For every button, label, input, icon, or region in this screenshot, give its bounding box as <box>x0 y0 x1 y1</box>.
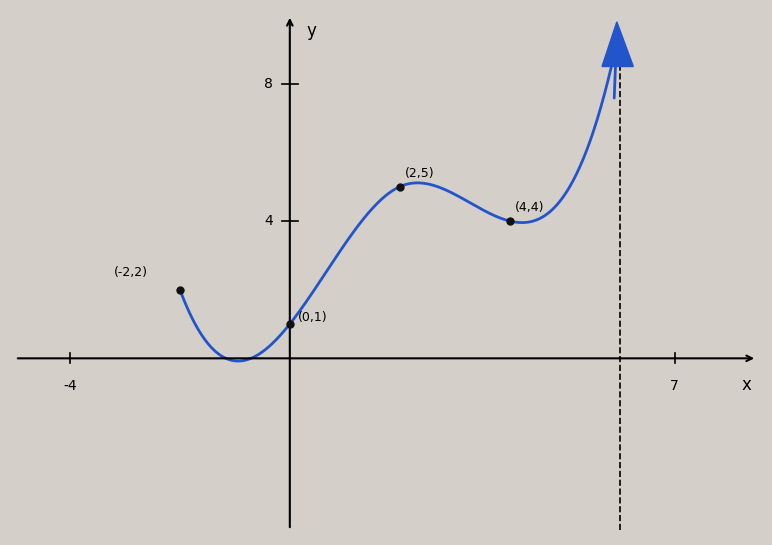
Text: x: x <box>741 376 751 393</box>
Polygon shape <box>602 22 633 66</box>
Text: 7: 7 <box>670 379 679 393</box>
Text: 4: 4 <box>265 214 273 228</box>
Text: (-2,2): (-2,2) <box>114 267 148 280</box>
Text: 8: 8 <box>265 77 273 90</box>
Text: (4,4): (4,4) <box>515 201 545 214</box>
Text: (0,1): (0,1) <box>298 311 327 324</box>
Text: y: y <box>306 22 317 40</box>
Text: (2,5): (2,5) <box>405 167 435 180</box>
Text: -4: -4 <box>63 379 76 393</box>
